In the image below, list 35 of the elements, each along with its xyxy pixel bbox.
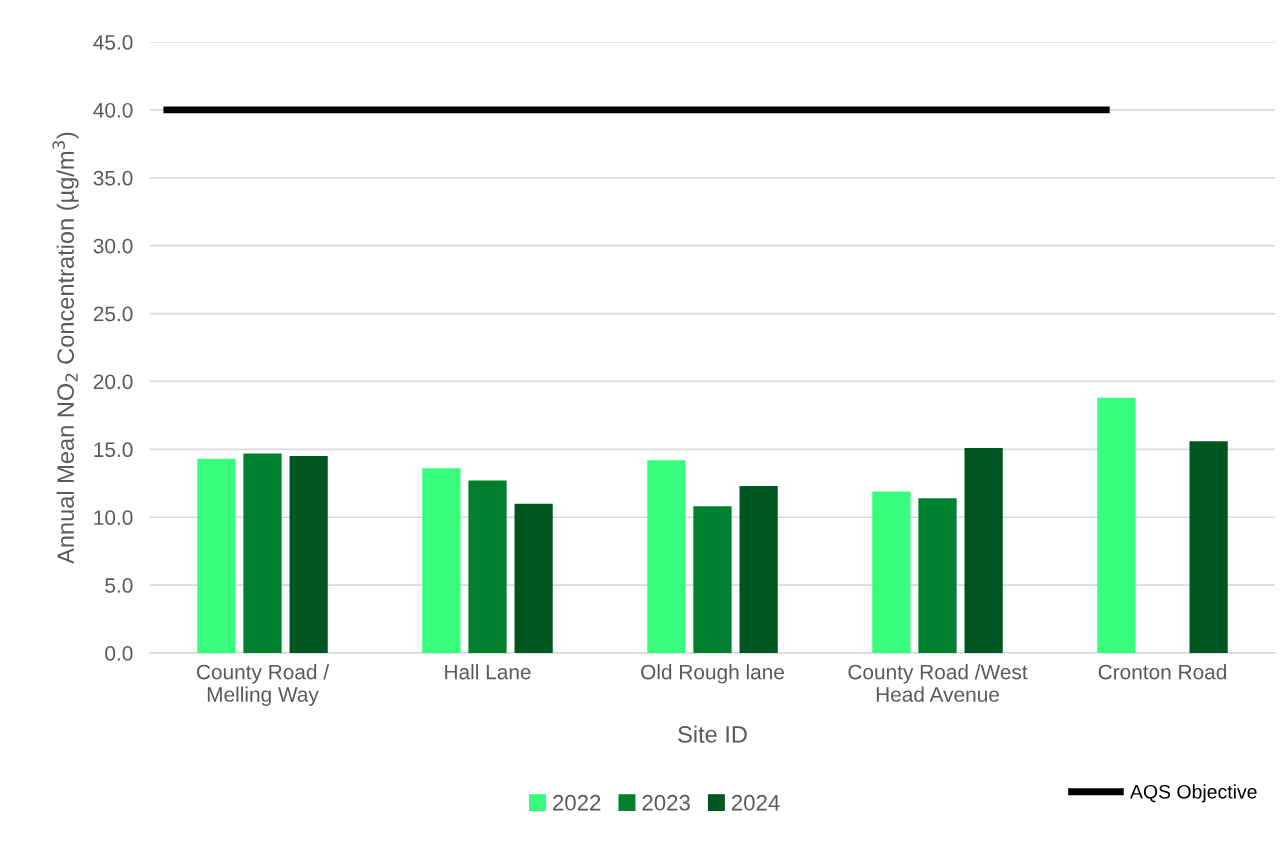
y-tick-label: 5.0 bbox=[105, 578, 133, 593]
y-tick-label: 40.0 bbox=[93, 102, 133, 118]
bar bbox=[1189, 441, 1228, 653]
bar bbox=[739, 485, 778, 653]
y-tick-label: 45.0 bbox=[93, 35, 133, 50]
legend-label: 2022 bbox=[553, 794, 601, 811]
y-tick-label: 10.0 bbox=[94, 510, 133, 525]
bar bbox=[197, 458, 236, 653]
bar bbox=[918, 498, 957, 653]
legend-label: AQS Objective bbox=[1130, 784, 1257, 803]
legend-label: 2024 bbox=[731, 794, 780, 811]
x-tick-label: County Road / Melling Way bbox=[196, 664, 330, 706]
x-tick-label: County Road /West Head Avenue bbox=[848, 664, 1028, 702]
legend-label: 2023 bbox=[642, 794, 690, 811]
bar bbox=[872, 491, 911, 653]
x-tick-label: Cronton Road bbox=[1098, 664, 1227, 680]
bar bbox=[289, 456, 328, 653]
bar bbox=[243, 453, 282, 653]
bar bbox=[693, 506, 732, 653]
y-tick-label: 15.0 bbox=[94, 442, 133, 458]
x-tick-label: Hall Lane bbox=[445, 664, 531, 680]
y-tick-label: 35.0 bbox=[93, 170, 133, 186]
y-tick-label: 20.0 bbox=[93, 374, 133, 390]
y-axis-title: Annual Mean NO$_{2}$ Concentration (µg/m$^{3}$) bbox=[52, 132, 79, 564]
bar bbox=[468, 480, 507, 653]
bar bbox=[514, 503, 553, 653]
x-tick-label: Old Rough lane bbox=[641, 664, 784, 684]
bar bbox=[1097, 397, 1136, 653]
y-tick-label: 0.0 bbox=[105, 646, 133, 661]
y-tick-label: 25.0 bbox=[93, 306, 133, 322]
bar bbox=[647, 460, 686, 653]
bar bbox=[422, 468, 461, 653]
y-tick-label: 30.0 bbox=[93, 238, 133, 254]
bar bbox=[964, 447, 1003, 653]
x-axis-title: Site ID bbox=[678, 725, 747, 743]
